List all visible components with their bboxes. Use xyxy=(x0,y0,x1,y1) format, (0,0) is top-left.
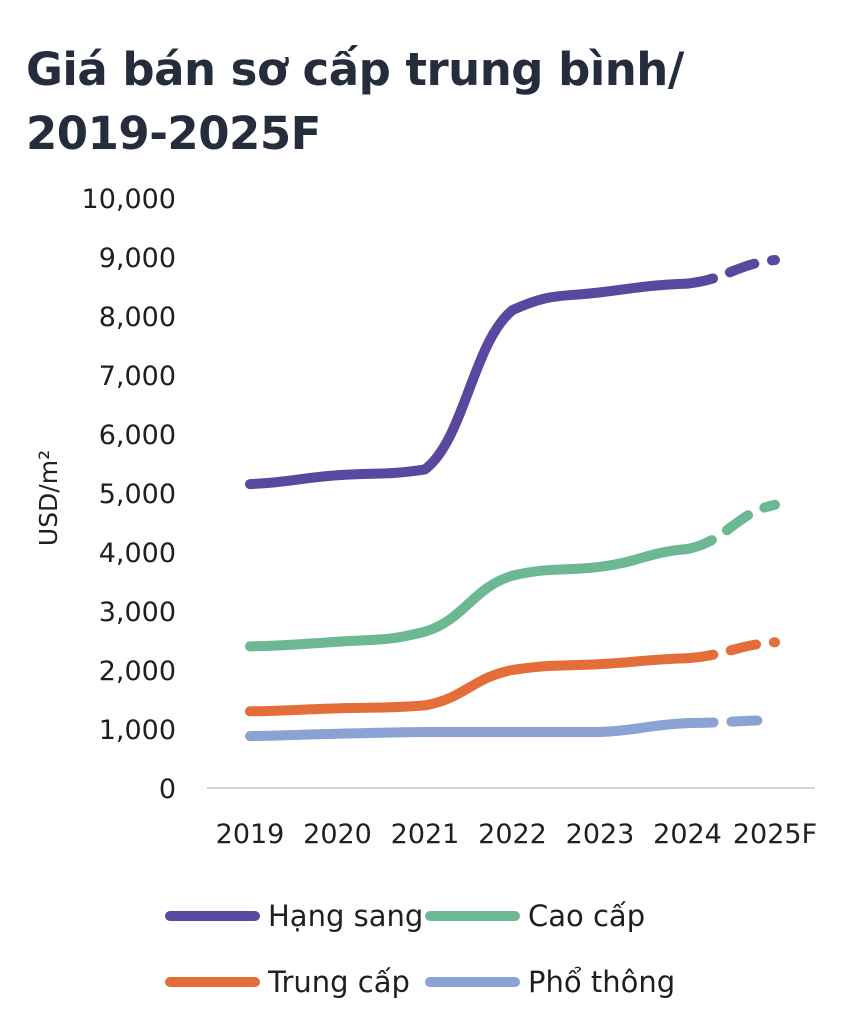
series-3-line-forecast xyxy=(682,637,780,664)
x-tick-label: 2022 xyxy=(478,819,547,850)
legend-label: Phổ thông xyxy=(528,965,675,999)
x-tick-label: 2023 xyxy=(566,819,635,850)
chart-title: Giá bán sơ cấp trung bình/ 2019-2025F xyxy=(26,38,846,166)
series-lines xyxy=(245,255,780,742)
x-tick-label: 2020 xyxy=(303,819,372,850)
y-tick-label: 9,000 xyxy=(99,243,176,274)
series-4-line-forecast xyxy=(682,715,780,729)
legend-label: Trung cấp xyxy=(267,965,410,999)
y-tick-label: 3,000 xyxy=(99,597,176,628)
x-tick-label: 2025F xyxy=(733,819,817,850)
y-tick-label: 1,000 xyxy=(99,715,176,746)
y-tick-label: 0 xyxy=(159,774,176,805)
x-tick-label: 2019 xyxy=(216,819,285,850)
series-4-line-actual xyxy=(245,718,693,742)
legend-label: Hạng sang xyxy=(268,899,423,933)
series-2-line-forecast xyxy=(682,499,780,554)
y-tick-label: 7,000 xyxy=(99,361,176,392)
x-tick-label: 2024 xyxy=(653,819,722,850)
chart-title-line-2: 2019-2025F xyxy=(26,107,321,160)
y-tick-label: 8,000 xyxy=(99,302,176,333)
y-tick-label: 4,000 xyxy=(99,538,176,569)
legend-label: Cao cấp xyxy=(528,899,645,933)
x-axis-ticks: 2019 2020 2021 2022 2023 2024 2025F xyxy=(216,819,817,850)
y-axis-ticks: 0 1,000 2,000 3,000 4,000 5,000 6,000 7,000 8,00… xyxy=(82,184,176,805)
series-2-line-actual xyxy=(245,544,693,652)
y-axis-label: USD/m² xyxy=(34,450,63,546)
x-tick-label: 2021 xyxy=(391,819,460,850)
y-tick-label: 2,000 xyxy=(99,656,176,687)
legend: Hạng sang Cao cấp Trung cấp Phổ thông xyxy=(165,899,675,999)
y-tick-label: 5,000 xyxy=(99,479,176,510)
series-3-line-actual xyxy=(245,653,693,717)
y-tick-label: 6,000 xyxy=(99,420,176,451)
chart-title-line-1: Giá bán sơ cấp trung bình/ xyxy=(26,43,684,96)
series-1-line-actual xyxy=(245,278,693,490)
y-tick-label: 10,000 xyxy=(82,184,176,215)
series-1-line-forecast xyxy=(682,255,780,289)
